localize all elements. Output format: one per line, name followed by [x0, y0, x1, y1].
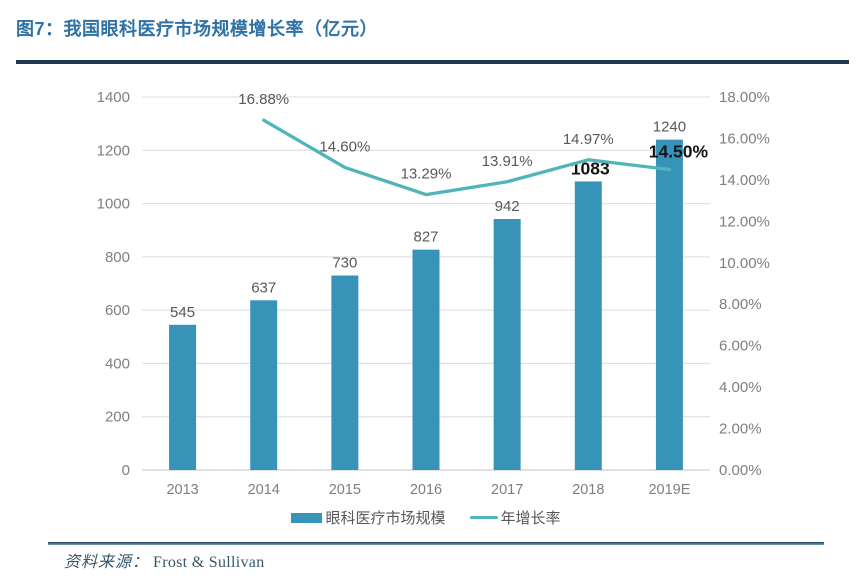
source-value: Frost & Sullivan [153, 554, 265, 571]
legend-item-market-size: 眼科医疗市场规模 [291, 507, 446, 528]
growth-rate-label: 13.29% [401, 166, 452, 183]
right-axis-tick-label: 8.00% [719, 296, 762, 313]
right-axis-tick-label: 2.00% [719, 421, 762, 438]
legend-item-growth-rate: 年增长率 [469, 507, 561, 528]
x-axis-year-label: 2019E [648, 482, 690, 498]
source-label: 资料来源： [64, 554, 150, 571]
right-axis-tick-label: 4.00% [719, 379, 762, 396]
x-axis-year-label: 2013 [166, 482, 198, 498]
right-axis-tick-label: 6.00% [719, 338, 762, 355]
growth-rate-label: 14.97% [563, 131, 614, 148]
left-axis-tick-label: 1200 [97, 142, 130, 159]
growth-rate-label: 13.91% [482, 153, 533, 170]
x-axis-year-label: 2018 [572, 482, 604, 498]
right-axis-tick-label: 0.00% [719, 462, 762, 479]
left-axis-tick-label: 400 [105, 355, 130, 372]
x-axis-year-label: 2014 [248, 482, 280, 498]
x-axis-year-label: 2015 [329, 482, 361, 498]
left-axis-tick-label: 800 [105, 249, 130, 266]
bar-value-label: 545 [170, 304, 195, 321]
growth-rate-line [262, 118, 672, 197]
market-size-bar [331, 275, 359, 470]
x-axis-year-label: 2017 [491, 482, 523, 498]
x-axis-year-label: 2016 [410, 482, 442, 498]
bar-series-swatch-icon [291, 512, 323, 523]
line-series-swatch-icon [469, 515, 498, 520]
growth-rate-label: 14.50% [649, 142, 709, 162]
source-line: 资料来源： Frost & Sullivan [64, 548, 265, 572]
market-size-bar [655, 139, 683, 470]
market-size-bar [250, 300, 278, 470]
market-size-bar [493, 219, 521, 470]
bar-value-label: 1240 [653, 119, 686, 136]
legend-label-market-size: 眼科医疗市场规模 [325, 510, 446, 527]
right-axis-tick-label: 12.00% [719, 213, 770, 230]
left-axis-tick-label: 0 [122, 462, 130, 479]
market-size-bar [412, 249, 440, 470]
growth-rate-label: 14.60% [319, 138, 370, 155]
left-axis-tick-label: 1000 [97, 196, 130, 213]
right-axis-tick-label: 14.00% [719, 172, 770, 189]
market-size-bar [574, 181, 602, 470]
right-axis-tick-label: 10.00% [719, 255, 770, 272]
right-axis-tick-label: 18.00% [719, 89, 770, 106]
legend-label-growth-rate: 年增长率 [500, 510, 561, 527]
bar-value-label: 827 [413, 229, 438, 246]
right-axis-tick-label: 16.00% [719, 130, 770, 147]
chart-legend: 眼科医疗市场规模 年增长率 [142, 507, 710, 528]
source-divider [48, 542, 824, 545]
figure-title: 图7：我国眼科医疗市场规模增长率（亿元） [16, 19, 379, 39]
bar-value-label: 730 [332, 255, 357, 272]
left-axis-tick-label: 1400 [97, 89, 130, 106]
bar-value-label: 942 [495, 198, 520, 215]
bar-value-label: 637 [251, 279, 276, 296]
growth-rate-label: 16.88% [238, 91, 289, 108]
top-divider [16, 60, 849, 64]
left-axis-tick-label: 600 [105, 302, 130, 319]
market-size-bar [169, 324, 197, 470]
left-axis-tick-label: 200 [105, 409, 130, 426]
